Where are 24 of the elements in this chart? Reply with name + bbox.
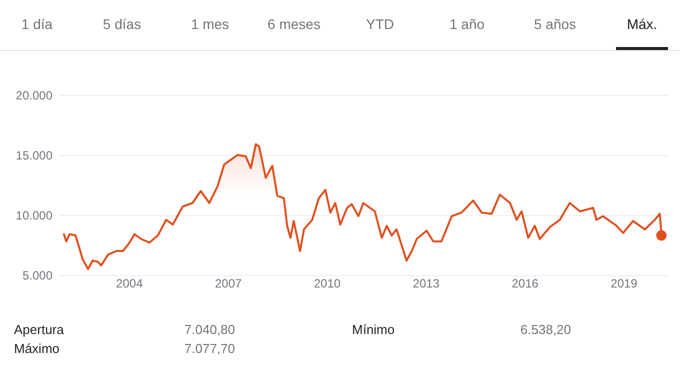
text: Apertura	[14, 322, 64, 337]
y-tick-label: 10.000	[16, 208, 53, 222]
text: Mínimo	[352, 322, 395, 337]
y-tick-label: 20.000	[16, 88, 53, 102]
y-tick-label: 15.000	[16, 148, 53, 162]
text: Máximo	[14, 341, 60, 356]
x-tick-label: 2016	[512, 276, 539, 290]
x-tick-label: 2019	[610, 276, 638, 290]
text: 1 mes	[190, 16, 230, 32]
text: 1 día	[21, 16, 53, 32]
x-tick-label: 2004	[116, 276, 144, 290]
text: 6 meses	[268, 16, 320, 32]
text: 1 año	[449, 16, 485, 32]
y-tick-label: 5.000	[22, 268, 53, 282]
text: 7.077,70	[184, 341, 235, 356]
text: 6.538,20	[520, 322, 571, 337]
text: Máx.	[626, 16, 658, 32]
text: 5 días	[102, 16, 142, 32]
x-tick-label: 2007	[214, 276, 242, 290]
text: YTD	[366, 16, 394, 32]
text: 7.040,80	[184, 322, 235, 337]
text: 5 años	[534, 16, 576, 32]
x-tick-label: 2013	[412, 276, 440, 290]
x-tick-label: 2010	[314, 276, 341, 290]
